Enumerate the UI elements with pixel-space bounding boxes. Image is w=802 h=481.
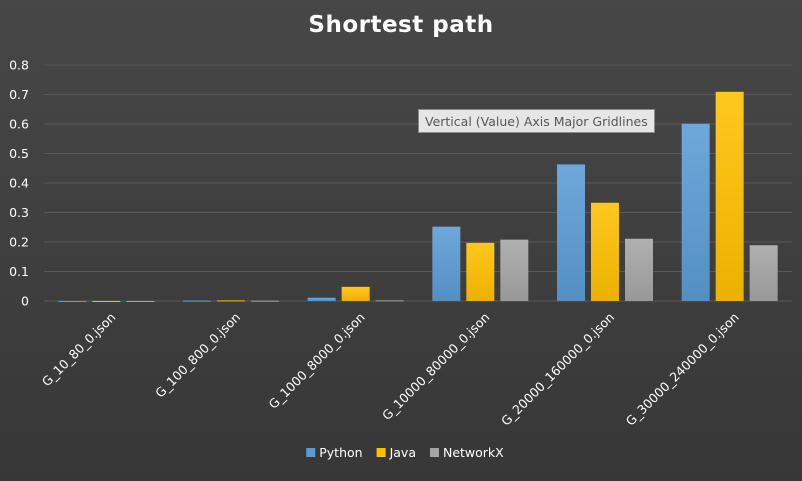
legend-item-java[interactable]: Java bbox=[376, 445, 416, 460]
x-tick-label: G_10000_80000_0.json bbox=[379, 310, 492, 423]
bar-networkx-4[interactable] bbox=[625, 238, 653, 301]
bar-python-0[interactable] bbox=[58, 301, 87, 302]
legend-swatch bbox=[306, 448, 316, 457]
y-tick-label: 0.8 bbox=[9, 58, 29, 73]
legend-label: NetworkX bbox=[443, 445, 504, 460]
x-tick-label: G_1000_8000_0.json bbox=[266, 310, 368, 412]
bar-networkx-0[interactable] bbox=[126, 301, 155, 302]
bars bbox=[58, 91, 778, 302]
y-tick-label: 0.7 bbox=[9, 87, 29, 102]
y-tick-label: 0.3 bbox=[9, 205, 29, 220]
x-tick-label: G_10_80_0.json bbox=[39, 310, 119, 390]
gridline-tooltip: Vertical (Value) Axis Major Gridlines bbox=[418, 109, 655, 133]
x-tick-label: G_30000_240000_0.json bbox=[623, 310, 742, 429]
bar-java-4[interactable] bbox=[591, 202, 619, 301]
bar-python-4[interactable] bbox=[557, 164, 585, 301]
bar-python-5[interactable] bbox=[681, 123, 710, 301]
y-axis-tick-labels: 0 0.1 0.2 0.3 0.4 0.5 0.6 0.7 0.8 bbox=[9, 58, 29, 309]
bar-java-5[interactable] bbox=[715, 91, 744, 301]
bar-networkx-1[interactable] bbox=[251, 300, 279, 302]
x-tick-label: G_100_800_0.json bbox=[152, 310, 243, 401]
x-tick-label: G_20000_160000_0.json bbox=[498, 310, 617, 429]
bar-networkx-5[interactable] bbox=[749, 245, 778, 301]
bar-java-3[interactable] bbox=[466, 242, 495, 301]
y-tick-label: 0.1 bbox=[9, 264, 29, 279]
bar-python-1[interactable] bbox=[183, 300, 211, 302]
bar-networkx-2[interactable] bbox=[375, 300, 404, 302]
bar-networkx-3[interactable] bbox=[500, 239, 529, 301]
x-axis-tick-labels: G_10_80_0.json G_100_800_0.json G_1000_800… bbox=[39, 310, 742, 429]
bar-java-0[interactable] bbox=[92, 301, 121, 302]
legend-item-python[interactable]: Python bbox=[306, 445, 363, 460]
y-tick-label: 0.2 bbox=[9, 235, 29, 250]
legend-item-networkx[interactable]: NetworkX bbox=[429, 445, 504, 460]
y-tick-label: 0 bbox=[21, 294, 29, 309]
chart-title[interactable]: Shortest path bbox=[308, 12, 494, 38]
gridlines bbox=[44, 64, 792, 302]
bar-python-3[interactable] bbox=[432, 226, 461, 301]
y-tick-label: 0.4 bbox=[9, 176, 29, 191]
bar-java-2[interactable] bbox=[341, 286, 370, 301]
legend-swatch bbox=[429, 448, 439, 457]
legend-label: Python bbox=[319, 445, 362, 460]
y-tick-label: 0.5 bbox=[9, 146, 29, 161]
y-tick-label: 0.6 bbox=[9, 117, 29, 132]
legend: Python Java NetworkX bbox=[306, 445, 504, 460]
bar-java-1[interactable] bbox=[217, 300, 245, 302]
legend-swatch bbox=[376, 448, 386, 457]
legend-label: Java bbox=[389, 445, 416, 460]
bar-python-2[interactable] bbox=[307, 297, 336, 301]
